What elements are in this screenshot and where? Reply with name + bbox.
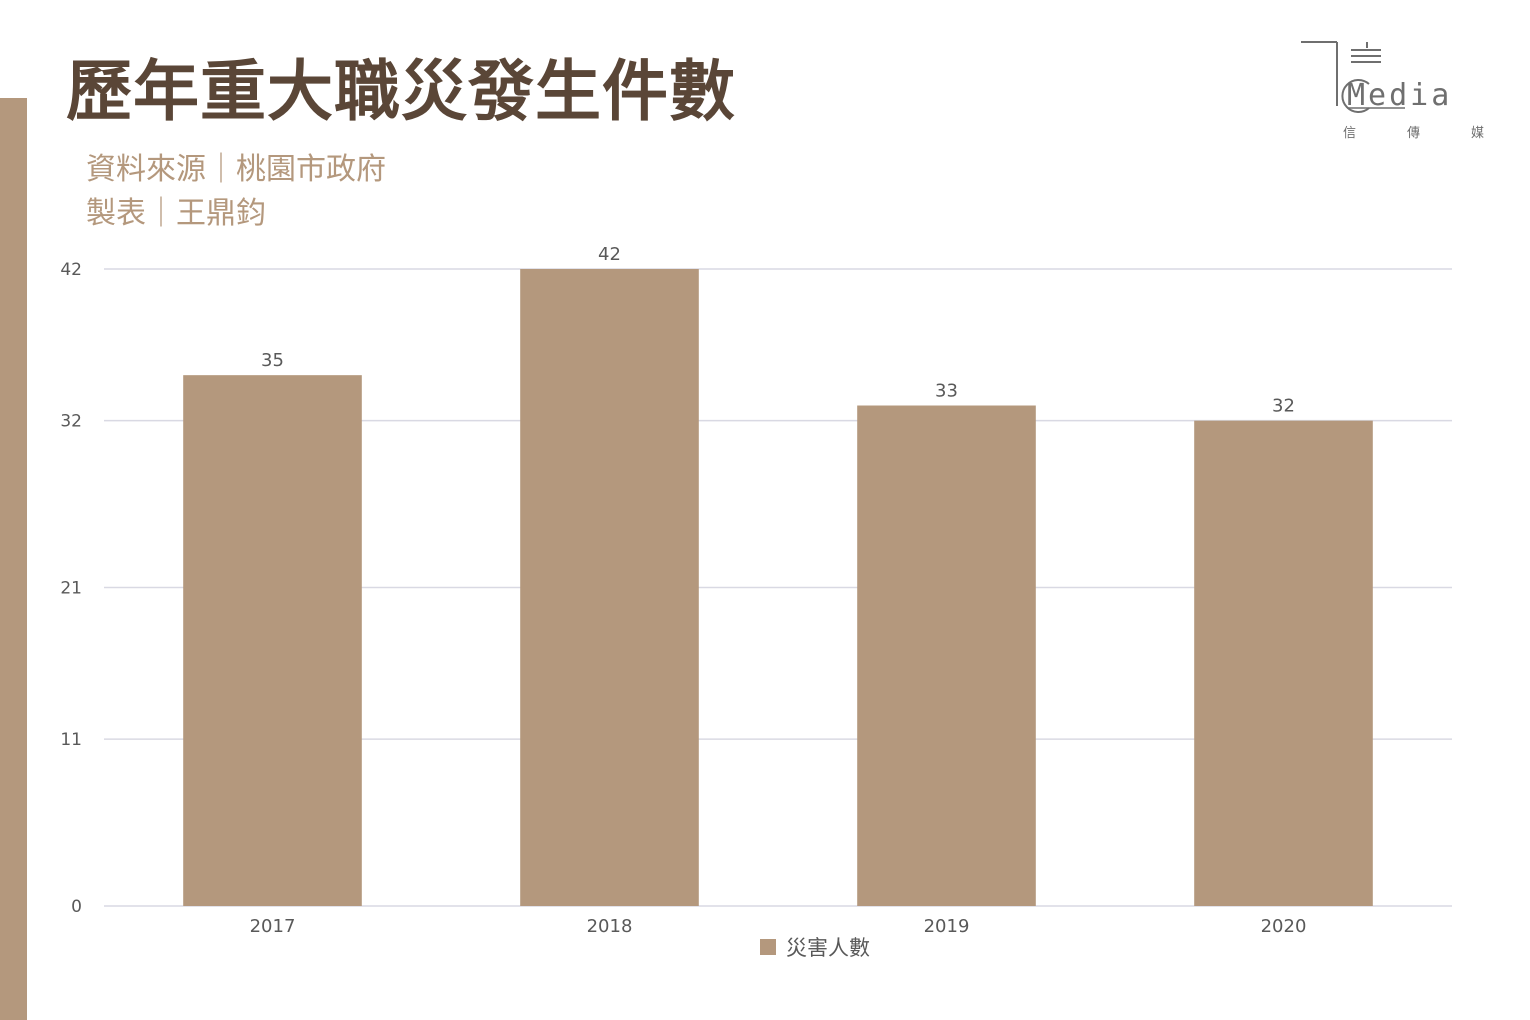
bar [1194,420,1373,906]
logo-sub-char: 傳 [1407,126,1421,141]
bar [183,375,362,907]
data-label: 35 [261,350,284,371]
logo-mark-icon [1301,41,1405,113]
page-title: 歷年重大職災發生件數 [66,53,736,130]
bar [520,269,699,906]
brand-logo: Media 信 傳 媒 [1295,36,1495,146]
x-tick-label: 2020 [1261,916,1307,937]
logo-sub-char: 媒 [1471,126,1485,141]
bar [857,405,1036,906]
x-tick-label: 2019 [924,916,970,937]
data-source-line: 資料來源｜桃園市政府 [86,152,386,187]
author-line: 製表｜王鼎鈞 [86,196,266,231]
x-tick-label: 2017 [250,916,296,937]
logo-subtitle: 信傳媒 [1343,122,1493,141]
y-tick-label: 11 [60,730,82,750]
logo-sub-char: 信 [1343,126,1357,141]
left-accent-strip [0,98,27,1020]
y-tick-label: 0 [71,897,82,917]
x-tick-label: 2018 [587,916,633,937]
chart-legend: 災害人數 [760,932,870,962]
data-label: 42 [598,244,621,265]
y-tick-label: 32 [60,412,82,432]
legend-swatch [760,939,776,955]
data-label: 33 [935,381,958,402]
y-tick-label: 42 [60,260,82,280]
y-tick-label: 21 [60,579,82,599]
legend-label: 災害人數 [786,936,870,960]
data-label: 32 [1272,396,1295,417]
logo-wordmark: Media [1347,78,1453,113]
